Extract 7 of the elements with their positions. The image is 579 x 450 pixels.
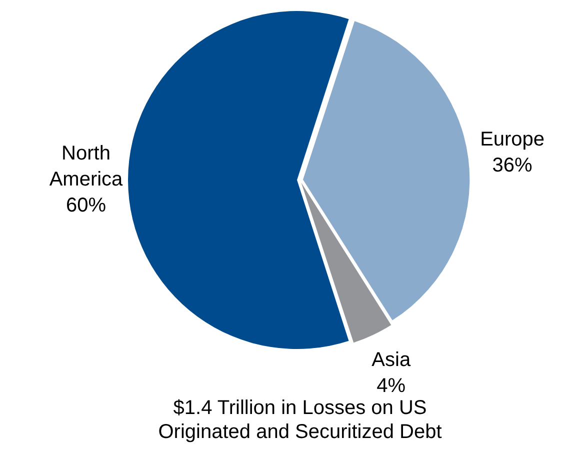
- data-label: 60%: [66, 194, 106, 217]
- slice-label: Europe: [480, 128, 545, 151]
- slice-label: Asia: [372, 349, 412, 372]
- data-label: 4%: [376, 375, 406, 398]
- data-label: 36%: [492, 154, 533, 177]
- slice-label: North America: [49, 142, 124, 191]
- text: $1.4 Trillion in Losses on US Originated and Securitized Debt: [157, 396, 443, 444]
